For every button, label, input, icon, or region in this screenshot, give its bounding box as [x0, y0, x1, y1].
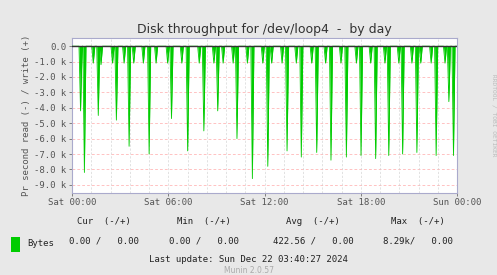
Text: Avg  (-/+): Avg (-/+) — [286, 217, 340, 226]
Y-axis label: Pr second read (-) / write (+): Pr second read (-) / write (+) — [22, 35, 31, 196]
Text: RRDTOOL / TOBI OETIKER: RRDTOOL / TOBI OETIKER — [491, 74, 496, 157]
Text: Min  (-/+): Min (-/+) — [177, 217, 231, 226]
Text: 8.29k/   0.00: 8.29k/ 0.00 — [383, 236, 452, 245]
Text: Max  (-/+): Max (-/+) — [391, 217, 444, 226]
Text: 422.56 /   0.00: 422.56 / 0.00 — [273, 236, 353, 245]
Text: Last update: Sun Dec 22 03:40:27 2024: Last update: Sun Dec 22 03:40:27 2024 — [149, 255, 348, 264]
Text: Bytes: Bytes — [27, 239, 54, 248]
Text: 0.00 /   0.00: 0.00 / 0.00 — [70, 236, 139, 245]
Title: Disk throughput for /dev/loop4  -  by day: Disk throughput for /dev/loop4 - by day — [137, 23, 392, 36]
Text: 0.00 /   0.00: 0.00 / 0.00 — [169, 236, 239, 245]
Text: Munin 2.0.57: Munin 2.0.57 — [224, 266, 273, 275]
Text: Cur  (-/+): Cur (-/+) — [78, 217, 131, 226]
